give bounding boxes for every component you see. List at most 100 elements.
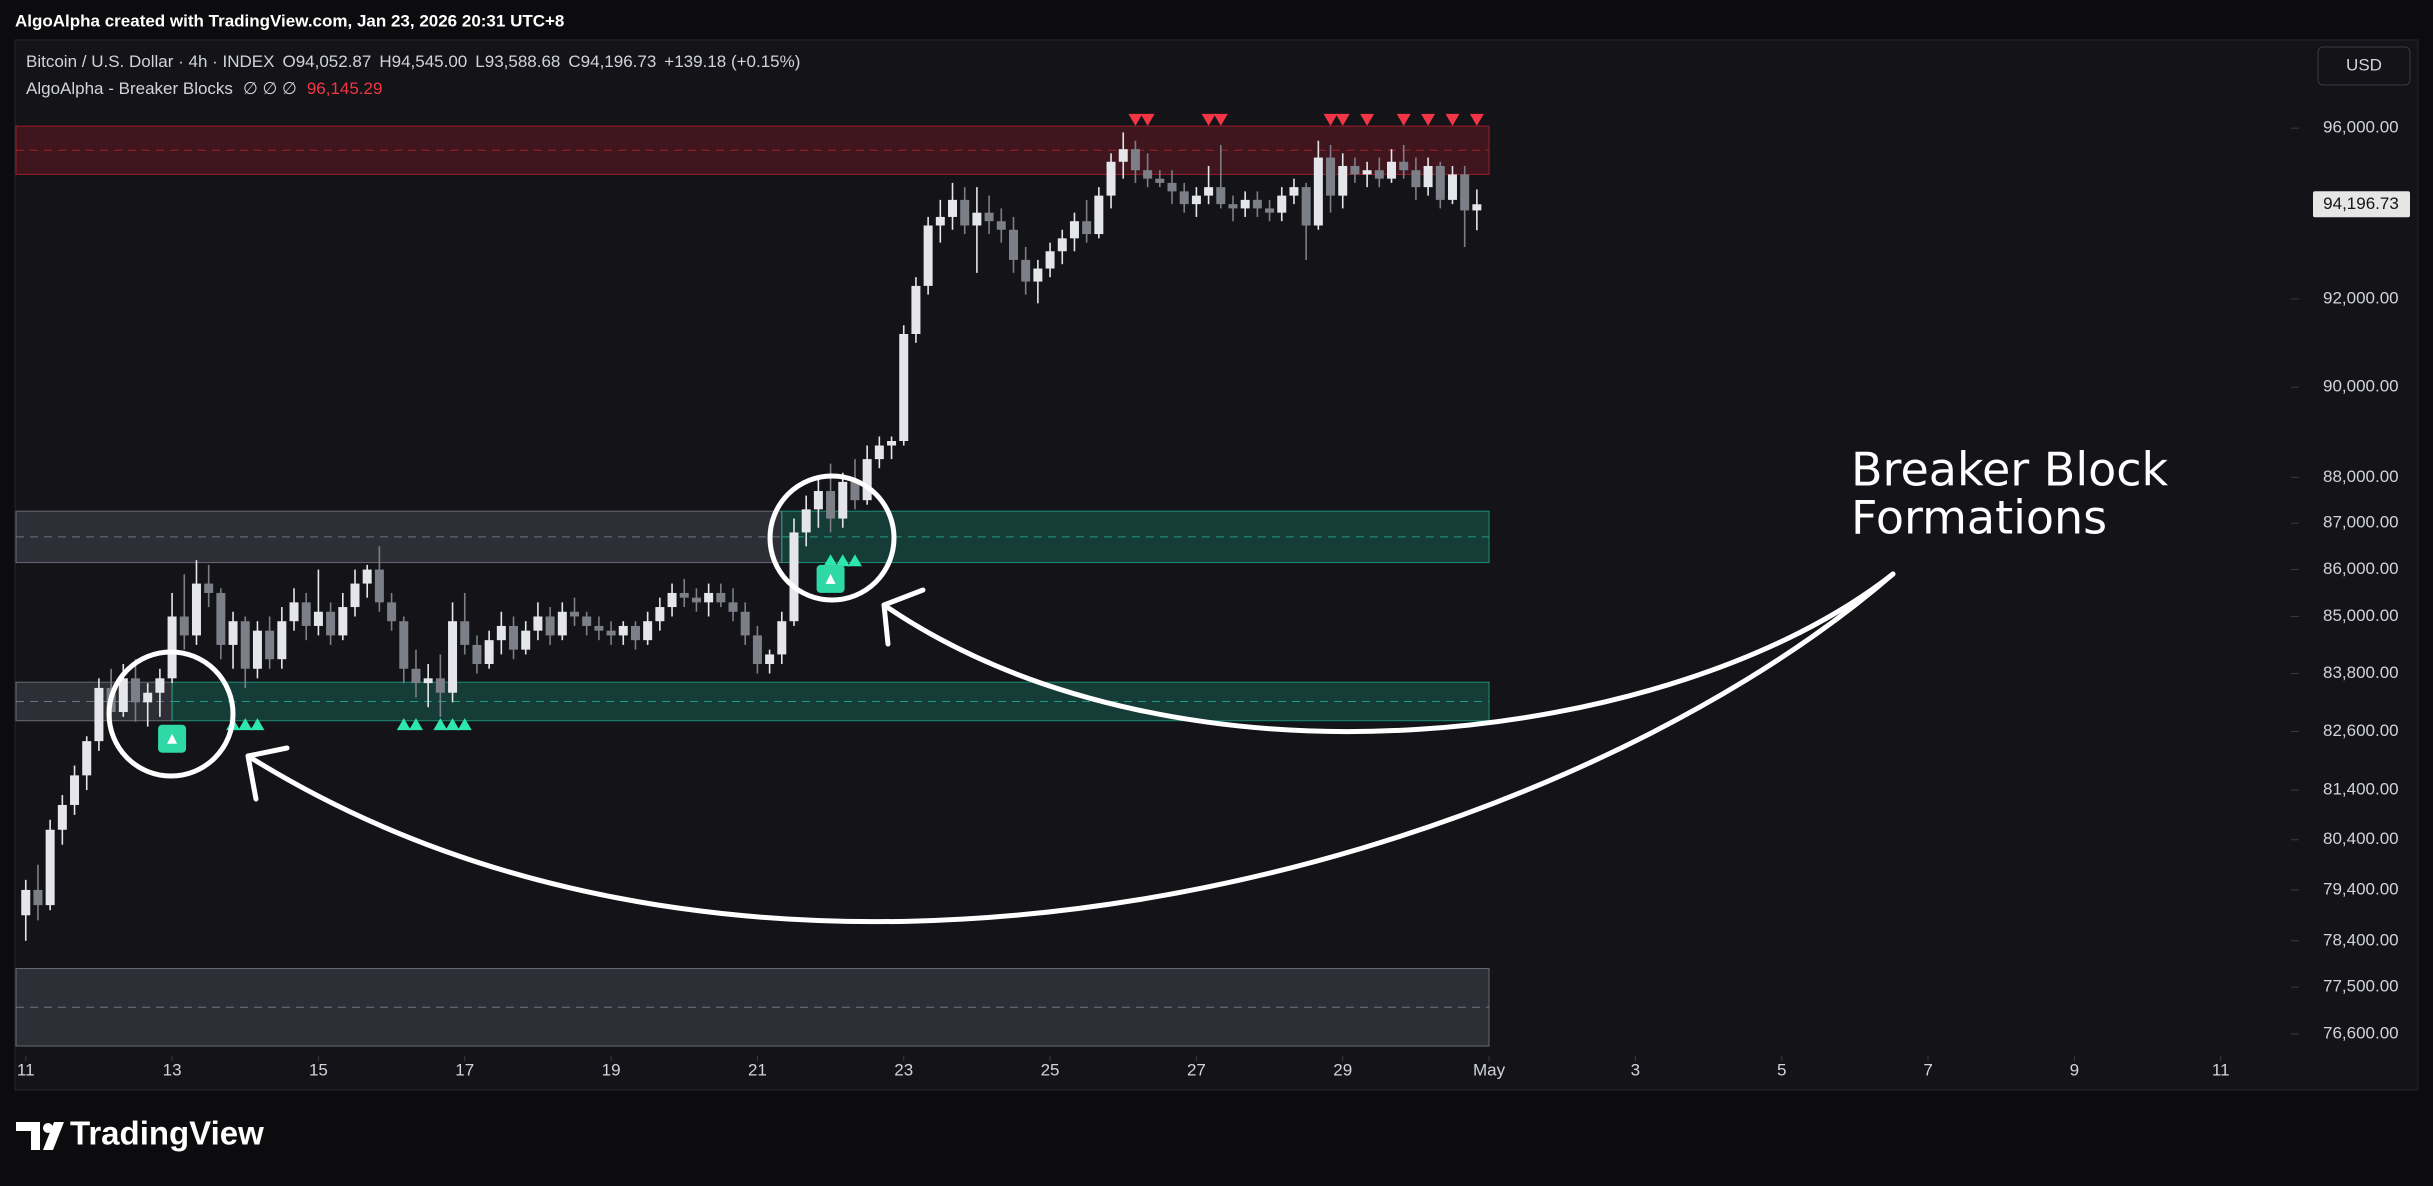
candle-body — [972, 212, 982, 226]
candle-body — [948, 199, 958, 217]
candle-body — [984, 212, 994, 222]
candle-body — [82, 741, 92, 776]
candle-body — [643, 621, 653, 641]
candle-body — [606, 630, 616, 636]
candle-body — [728, 602, 738, 612]
candle-body — [521, 630, 531, 650]
candle-body — [228, 621, 238, 645]
candle-body — [1191, 195, 1201, 205]
candle-body — [277, 621, 287, 660]
candle-body — [960, 199, 970, 226]
candle-body — [1118, 149, 1128, 162]
candle-body — [1326, 157, 1336, 196]
y-tick-label: 81,400.00 — [2323, 780, 2399, 799]
candle-body — [1447, 174, 1457, 200]
candle-body — [1228, 204, 1238, 209]
candle-body — [1155, 178, 1165, 183]
candle-body — [935, 216, 945, 226]
x-tick-label: 7 — [1923, 1060, 1932, 1079]
bullish-signal — [238, 718, 253, 731]
x-tick-label: 13 — [163, 1060, 182, 1079]
ohlc-label: L — [475, 52, 484, 71]
candle-body — [1008, 229, 1018, 260]
ohlc-value: 94,545.00 — [392, 52, 468, 71]
candle-body — [1277, 195, 1287, 213]
candle-body — [265, 630, 275, 660]
y-tick-label: 90,000.00 — [2323, 377, 2399, 396]
candle-body — [667, 592, 677, 608]
candle-body — [1265, 208, 1275, 213]
candle-body — [1240, 199, 1250, 209]
candle-body — [484, 640, 494, 664]
breaker-signal-icon — [825, 573, 836, 584]
y-tick-label: 85,000.00 — [2323, 606, 2399, 625]
ohlc-value: 94,052.87 — [296, 52, 372, 71]
highlight-circle — [767, 473, 897, 603]
currency-label[interactable]: USD — [2346, 55, 2382, 74]
arrows — [245, 571, 1896, 925]
chart-panel — [14, 39, 2419, 1091]
bullish-signal — [445, 718, 460, 731]
candle-body — [240, 621, 250, 669]
candle-body — [1057, 238, 1067, 252]
candle-body — [423, 678, 433, 684]
candle-body — [216, 592, 226, 645]
brand-logo — [16, 1122, 64, 1150]
breaker-signal-icon — [167, 733, 178, 744]
candle-body — [850, 481, 860, 501]
candle-body — [1423, 165, 1433, 188]
candle-body — [326, 611, 336, 636]
candle-body — [350, 583, 360, 608]
ohlc-label: C — [568, 52, 580, 71]
x-tick-label: 25 — [1041, 1060, 1060, 1079]
bearish-signal — [1360, 113, 1375, 126]
candle-body — [362, 569, 372, 584]
candle-body — [45, 829, 55, 906]
arrow — [245, 571, 1896, 925]
candle-body — [289, 602, 299, 622]
candle-body — [789, 532, 799, 622]
x-tick-label: 17 — [455, 1060, 474, 1079]
candle-body — [374, 569, 384, 603]
arrow-head — [881, 587, 926, 647]
brand: TradingView — [70, 1115, 264, 1152]
candle-body — [533, 616, 543, 631]
x-tick-label: 3 — [1631, 1060, 1640, 1079]
x-tick-label: 11 — [17, 1060, 35, 1079]
bearish-signal — [1445, 113, 1460, 126]
logo-part — [43, 1122, 64, 1150]
candle-body — [1106, 161, 1116, 196]
candle-body — [411, 668, 421, 684]
bearish-signal — [1140, 113, 1155, 126]
y-tick-label: 86,000.00 — [2323, 559, 2399, 578]
ohlc-label: H — [379, 52, 391, 71]
candle-body — [1374, 170, 1384, 179]
bullish-signal — [408, 718, 423, 731]
candle-body — [167, 616, 177, 679]
bullish-signal — [250, 718, 265, 731]
bearish-signal — [1335, 113, 1350, 126]
currency-button[interactable] — [2317, 46, 2411, 86]
candle-body — [1021, 259, 1031, 282]
x-tick-label: 19 — [602, 1060, 621, 1079]
candle-body — [887, 441, 897, 446]
candle-body — [1130, 149, 1140, 171]
candle-body — [765, 654, 775, 664]
bullish-signal — [847, 554, 862, 567]
candle-body — [569, 611, 579, 617]
candle-body — [448, 621, 458, 693]
plot-area — [15, 113, 1490, 1047]
x-tick-label: 23 — [894, 1060, 913, 1079]
candle-body — [1216, 187, 1226, 205]
candle-body — [752, 635, 762, 664]
logo-part — [43, 1123, 53, 1133]
candle-body — [1472, 204, 1482, 211]
symbol: Bitcoin / U.S. Dollar · 4h · INDEX — [26, 52, 274, 71]
candle-body — [813, 491, 823, 510]
x-tick-label: 11 — [2212, 1060, 2230, 1079]
candle-body — [496, 625, 506, 641]
indicator-line: AlgoAlpha - Breaker Blocks ∅ ∅ ∅ 96,145.29 — [26, 79, 382, 98]
bearish-signal — [1396, 113, 1411, 126]
candle-body — [155, 678, 165, 693]
candle-body — [399, 621, 409, 669]
